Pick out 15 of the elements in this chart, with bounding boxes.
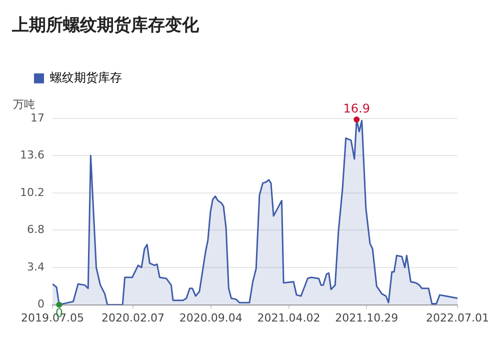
y-tick-label: 17 [30,111,44,124]
x-tick-label: 2022.07.01 [426,311,489,324]
x-tick-label: 2020.02.07 [101,311,164,324]
y-tick-label: 10.2 [20,186,44,199]
annotation: 16.9 [343,102,370,116]
x-tick-label: 2020.09.04 [179,311,242,324]
x-tick-label: 2021.04.02 [257,311,320,324]
y-axis-title: 万吨 [13,98,35,111]
x-tick-label: 2021.10.29 [335,311,398,324]
legend-label: 螺纹期货库存 [50,70,122,85]
y-tick-label: 6.8 [26,223,44,236]
y-tick-label: 0 [37,298,44,311]
chart-title: 上期所螺纹期货库存变化 [11,16,200,36]
y-tick-label: 3.4 [26,260,44,274]
y-tick-label: 13.6 [20,148,44,162]
